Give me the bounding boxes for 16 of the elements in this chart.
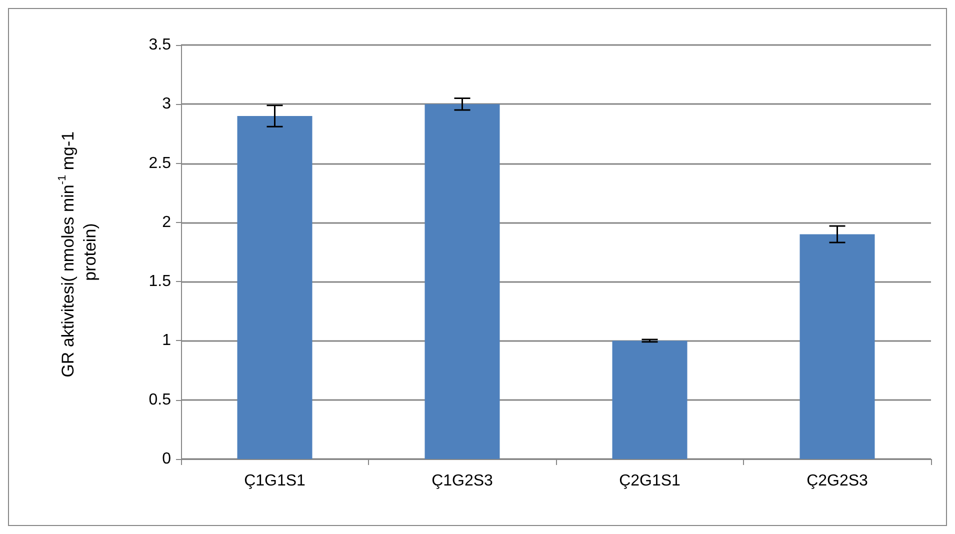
bar xyxy=(237,116,312,459)
bar xyxy=(424,104,500,459)
bar xyxy=(612,340,688,459)
y-tick-label: 2.5 xyxy=(148,154,172,172)
y-tick-label: 1.5 xyxy=(148,273,172,290)
x-tick-label: Ç1G1S1 xyxy=(244,472,306,490)
y-tick-label: 2 xyxy=(162,214,172,231)
y-tick-label: 3 xyxy=(162,96,172,113)
y-tick-label: 0.5 xyxy=(148,391,172,408)
x-tick-label: Ç1G2S3 xyxy=(432,472,494,490)
y-tick-label: 3.5 xyxy=(148,36,172,54)
y-tick-label: 1 xyxy=(162,332,172,350)
x-tick-label: Ç2G1S1 xyxy=(619,472,681,490)
bar xyxy=(800,234,875,459)
x-tick-label: Ç2G2S3 xyxy=(806,472,868,490)
y-tick-label: 0 xyxy=(162,450,172,468)
